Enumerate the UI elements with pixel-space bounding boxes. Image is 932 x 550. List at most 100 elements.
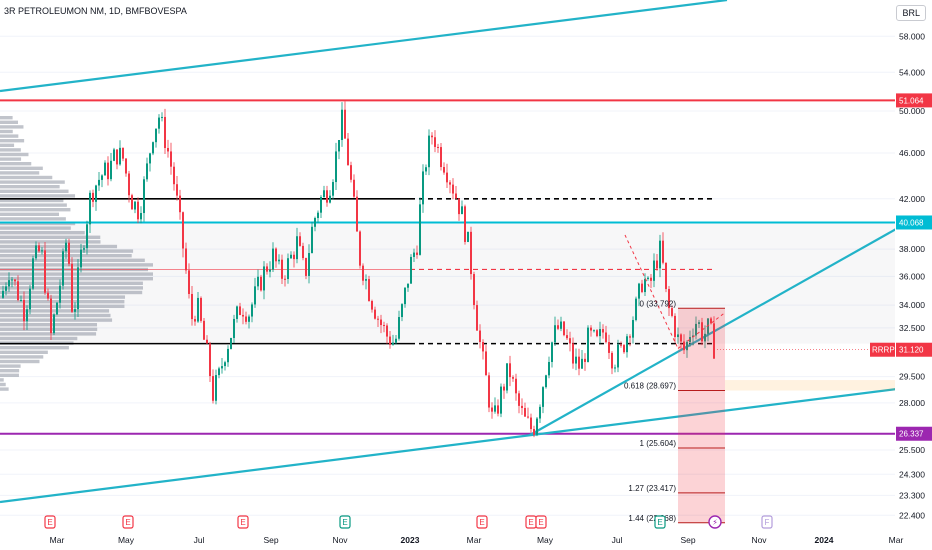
volume-profile-bar — [0, 120, 19, 124]
event-markers[interactable]: E E E E E E E E ⚡ F — [44, 515, 773, 529]
candle-body — [206, 339, 208, 344]
volume-profile-bar — [0, 235, 101, 239]
candle-body — [266, 266, 268, 272]
chart-title: 3R PETROLEUMON NM, 1D, BMFBOVESPA — [4, 6, 187, 16]
candle-body — [569, 338, 571, 344]
volume-profile-bar — [0, 157, 22, 161]
candle-body — [416, 252, 418, 255]
candle-body — [143, 179, 145, 214]
earnings-marker[interactable] — [122, 515, 134, 529]
symbol-label: RRRP3 — [872, 346, 900, 355]
candle-body — [203, 320, 205, 340]
currency-button[interactable]: BRL — [896, 5, 926, 21]
candle-body — [698, 322, 700, 324]
candle-body — [95, 185, 97, 202]
candle-body — [539, 406, 541, 419]
rising-trend-line[interactable] — [529, 223, 906, 436]
candle-body — [317, 212, 319, 219]
candle-body — [386, 325, 388, 337]
lower-channel-line[interactable] — [0, 386, 906, 504]
price-tick-label: 25.500 — [899, 445, 925, 455]
candle-body — [113, 149, 115, 161]
candle-body — [275, 248, 277, 262]
fib-leg-line[interactable] — [677, 312, 726, 349]
candle-body — [11, 279, 13, 281]
price-axis-bg — [895, 0, 932, 550]
upper-channel-line[interactable] — [0, 0, 728, 93]
candle-body — [305, 258, 307, 276]
earnings-marker[interactable] — [44, 515, 56, 529]
earnings-marker[interactable] — [535, 515, 547, 529]
time-axis[interactable]: Mar May Jul Sep Nov 2023 Mar May Jul Sep Nov 2024 Ma… — [50, 535, 904, 545]
last-price-tag — [896, 342, 932, 357]
volume-profile-bar — [0, 387, 9, 391]
earnings-marker-label: F — [765, 518, 770, 527]
fib-leg-line[interactable] — [624, 234, 679, 349]
candle-body — [290, 254, 292, 259]
earnings-marker[interactable] — [761, 515, 773, 529]
candle-body — [521, 405, 523, 409]
candle-body — [74, 309, 76, 312]
candle-body — [335, 151, 337, 183]
volume-profile-bar — [0, 313, 111, 318]
time-tick-label: 2023 — [401, 535, 420, 545]
earnings-marker-label: E — [479, 518, 484, 527]
candle-body — [134, 201, 136, 210]
drawing-lines[interactable] — [0, 0, 906, 504]
candle-body — [494, 405, 496, 412]
time-tick-label: Mar — [467, 535, 482, 545]
event-marker-split[interactable] — [708, 515, 722, 529]
candle-body — [176, 184, 178, 196]
candle-body — [62, 251, 64, 286]
candle-body — [578, 356, 580, 369]
candle-body — [239, 306, 241, 315]
candle-body — [566, 335, 568, 339]
candle-body — [353, 179, 355, 197]
candle-body — [629, 336, 631, 338]
candle-body — [230, 338, 232, 349]
fib-extension[interactable]: 0 (33.792) 0.618 (28.697) 1 (25.604) 1.27 (… — [624, 234, 895, 524]
price-tick-label: 42.000 — [899, 194, 925, 204]
level-price-label: 26.337 — [899, 430, 924, 439]
candle-body — [179, 195, 181, 213]
price-axis[interactable]: 58.000 54.000 50.000 46.000 42.000 38.000 36.0… — [714, 0, 932, 550]
candle-body — [647, 277, 649, 280]
candle-body — [545, 375, 547, 388]
fib-level-label: 1.44 (22.068) — [628, 514, 676, 523]
candle-body — [284, 278, 286, 280]
volume-profile-bar — [0, 148, 21, 152]
symbol-tag — [870, 342, 895, 357]
candle-body — [548, 361, 550, 376]
candle-body — [632, 320, 634, 338]
candle-body — [656, 260, 658, 269]
candle-body — [107, 162, 109, 180]
volume-profile-bar — [0, 198, 64, 203]
candle-body — [485, 351, 487, 376]
earnings-marker[interactable] — [654, 515, 666, 529]
candle-body — [587, 327, 589, 362]
candle-body — [80, 249, 82, 268]
candle-body — [680, 334, 682, 342]
candle-body — [563, 321, 565, 336]
candle-body — [41, 250, 43, 252]
candle-body — [572, 343, 574, 364]
candle-body — [542, 387, 544, 407]
candle-body — [527, 416, 529, 418]
earnings-marker[interactable] — [476, 515, 488, 529]
earnings-marker[interactable] — [237, 515, 249, 529]
candle-body — [221, 366, 223, 369]
earnings-marker[interactable] — [339, 515, 351, 529]
fib-level-label: 0 (33.792) — [640, 299, 677, 308]
volume-profile-bar — [0, 364, 21, 368]
candle-body — [515, 378, 517, 394]
time-tick-label: Nov — [751, 535, 767, 545]
volume-profile-bar — [0, 116, 13, 120]
candle-body — [236, 306, 238, 319]
candle-body — [149, 153, 151, 164]
candle-body — [65, 242, 67, 252]
time-tick-label: Sep — [263, 535, 278, 545]
candle-body — [302, 245, 304, 259]
candle-body — [278, 259, 280, 262]
candle-body — [692, 335, 694, 338]
